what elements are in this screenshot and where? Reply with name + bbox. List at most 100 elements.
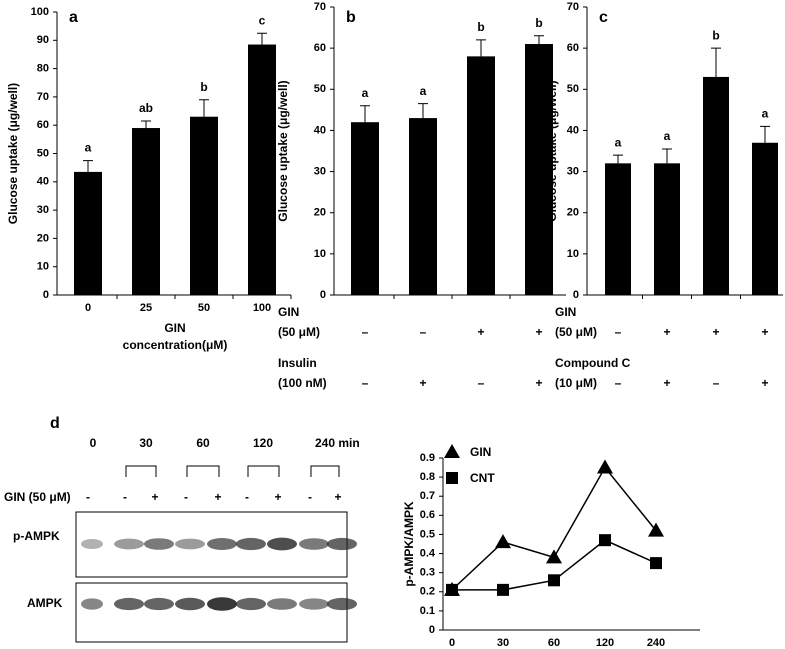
series-line (451, 466, 657, 591)
condition-label: (50 μM) (278, 325, 320, 339)
bar (190, 116, 218, 296)
x-tick-label: 25 (140, 302, 152, 314)
y-tick-label: 70 (37, 91, 49, 103)
blot-band (175, 597, 205, 611)
bar (525, 44, 553, 296)
blot-band (175, 538, 205, 550)
y-tick-label: 30 (314, 165, 326, 177)
bar (351, 122, 379, 295)
marker (495, 534, 511, 549)
legend-label: CNT (470, 471, 495, 485)
bar (605, 163, 631, 295)
blot-band (114, 597, 144, 611)
row-label: p-AMPK (13, 529, 60, 543)
lane-sign: + (214, 490, 221, 504)
bar (248, 44, 276, 295)
y-tick-label: 0 (429, 624, 435, 636)
condition-label: (100 nM) (278, 376, 327, 390)
blot-band (81, 598, 103, 610)
y-tick-label: 50 (567, 83, 579, 95)
blot-band (236, 597, 266, 611)
time-label: 0 (90, 436, 97, 450)
bar (467, 56, 495, 295)
significance-letter: c (259, 13, 266, 27)
y-tick-label: 10 (314, 248, 326, 260)
legend-marker (444, 444, 460, 458)
legend-label: GIN (470, 445, 491, 459)
y-tick-label: 50 (314, 83, 326, 95)
condition-label: GIN (278, 305, 299, 319)
y-tick-label: 20 (37, 232, 49, 244)
y-tick-label: 50 (37, 147, 49, 159)
significance-letter: b (712, 28, 719, 42)
y-tick-label: 0 (43, 289, 49, 301)
condition-label: (10 μM) (555, 376, 597, 390)
y-tick-label: 30 (567, 165, 579, 177)
error-bar (83, 160, 93, 172)
error-bar (141, 120, 151, 129)
y-tick-label: 40 (567, 124, 579, 136)
x-tick-label: 120 (596, 637, 614, 649)
blot-band (236, 537, 266, 551)
significance-letter: a (85, 141, 92, 155)
blot-frame (75, 582, 348, 643)
blot-band (299, 538, 329, 550)
blot-band (267, 598, 297, 610)
significance-letter: b (477, 20, 484, 34)
y-axis-label: Glucose uptake (μg/well) (276, 80, 290, 221)
y-tick-label: 0.6 (420, 509, 435, 521)
y-tick-label: 0.9 (420, 452, 435, 464)
condition-sign: – (713, 376, 720, 390)
error-bar (360, 105, 370, 123)
marker (597, 459, 613, 474)
marker (497, 583, 509, 596)
panel-label: a (69, 9, 78, 26)
y-tick-label: 0 (320, 289, 326, 301)
bar (752, 142, 778, 295)
x-tick-label: 50 (198, 302, 210, 314)
marker (648, 522, 664, 537)
condition-sign: + (761, 376, 768, 390)
significance-letter: a (762, 106, 769, 120)
lane-sign: + (274, 490, 281, 504)
y-tick-label: 0.2 (420, 586, 435, 598)
significance-letter: a (362, 86, 369, 100)
blot-band (144, 538, 174, 550)
y-axis-label: p-AMPK/AMPK (402, 501, 416, 587)
condition-label: (50 μM) (555, 325, 597, 339)
condition-sign: – (362, 325, 369, 339)
lane-brackets (125, 465, 340, 477)
bar (703, 76, 729, 295)
error-bar (662, 148, 672, 164)
y-tick-label: 0.8 (420, 471, 435, 483)
x-axis-label: concentration(μM) (123, 338, 228, 352)
y-tick-label: 90 (37, 34, 49, 46)
condition-sign: + (477, 325, 484, 339)
y-tick-label: 0.5 (420, 528, 435, 540)
condition-sign: – (478, 376, 485, 390)
error-bar (534, 35, 544, 45)
y-axis-label: Glucose uptake (μg/well) (6, 83, 20, 224)
blot-band (114, 538, 144, 550)
lane-sign: - (245, 490, 249, 504)
condition-sign: + (663, 325, 670, 339)
y-tick-label: 40 (314, 124, 326, 136)
condition-sign: + (712, 325, 719, 339)
error-bar (711, 47, 721, 77)
time-label: 120 (253, 436, 273, 450)
time-label: 60 (196, 436, 210, 450)
x-tick-label: 60 (548, 637, 560, 649)
error-bar (199, 99, 209, 117)
significance-letter: a (420, 84, 427, 98)
significance-letter: a (664, 129, 671, 143)
time-label: 30 (139, 436, 153, 450)
panel-label: d (50, 415, 60, 432)
lane-sign: + (334, 490, 341, 504)
marker (548, 574, 560, 587)
bar (132, 128, 160, 295)
x-tick-label: 240 (647, 637, 665, 649)
marker (546, 549, 562, 564)
bar (74, 171, 102, 295)
y-tick-label: 20 (567, 207, 579, 219)
y-tick-label: 60 (567, 42, 579, 54)
